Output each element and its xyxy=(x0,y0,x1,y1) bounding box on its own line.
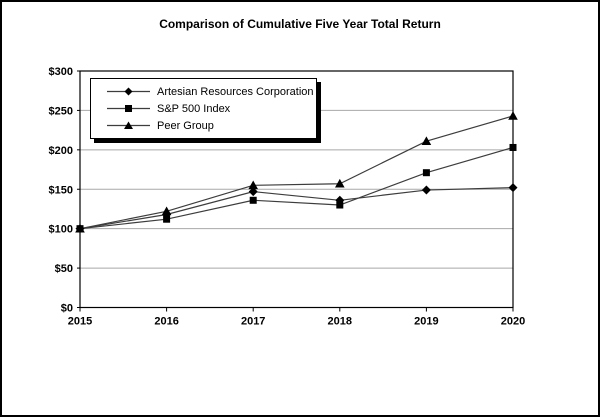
data-point-marker-triangle xyxy=(75,223,85,233)
x-axis-tick-label: 2020 xyxy=(501,316,525,328)
y-axis-tick-label: $300 xyxy=(49,66,73,78)
data-point-marker-triangle xyxy=(161,206,172,216)
data-point-marker-square xyxy=(163,215,171,223)
data-point-marker-triangle xyxy=(335,178,345,188)
x-axis-tick-label: 2018 xyxy=(328,316,352,328)
data-point-marker-diamond xyxy=(248,187,258,197)
x-axis-tick-label: 2016 xyxy=(154,316,178,328)
data-point-marker-square xyxy=(509,143,517,151)
legend: Artesian Resources Corporation S&P 500 I… xyxy=(90,78,317,139)
chart-title: Comparison of Cumulative Five Year Total… xyxy=(159,17,441,31)
series-line-square xyxy=(79,146,514,230)
data-point-marker-square xyxy=(249,196,257,204)
series-line-triangle xyxy=(79,115,514,230)
legend-item-peer-group: Peer Group xyxy=(107,117,316,134)
square-marker-icon xyxy=(107,105,150,112)
data-point-marker-triangle xyxy=(421,136,432,145)
data-point-marker-triangle xyxy=(248,180,258,190)
data-point-marker-square xyxy=(422,169,430,177)
data-point-marker-diamond xyxy=(508,183,518,193)
legend-item-artesian: Artesian Resources Corporation xyxy=(107,83,316,100)
y-axis-tick-label: $100 xyxy=(49,224,73,236)
data-point-marker-square xyxy=(336,201,344,209)
data-point-marker-diamond xyxy=(421,185,431,195)
series-line-diamond xyxy=(79,187,514,230)
triangle-marker-icon xyxy=(107,121,150,129)
diamond-marker-icon xyxy=(107,87,150,96)
legend-label-peer-group: Peer Group xyxy=(157,119,214,132)
x-axis-tick-label: 2017 xyxy=(241,316,265,328)
legend-item-sp500: S&P 500 Index xyxy=(107,100,316,117)
y-axis-tick-label: $0 xyxy=(61,303,73,315)
legend-label-sp500: S&P 500 Index xyxy=(157,102,231,115)
y-axis-tick-label: $150 xyxy=(49,184,73,196)
x-axis-tick-label: 2015 xyxy=(68,316,92,328)
x-axis-tick-label: 2019 xyxy=(414,316,438,328)
legend-label-artesian: Artesian Resources Corporation xyxy=(157,85,314,98)
data-point-marker-triangle xyxy=(508,111,518,120)
y-axis-tick-label: $250 xyxy=(49,105,73,117)
y-axis-tick-label: $50 xyxy=(55,263,73,275)
y-axis-tick-label: $200 xyxy=(49,145,73,157)
